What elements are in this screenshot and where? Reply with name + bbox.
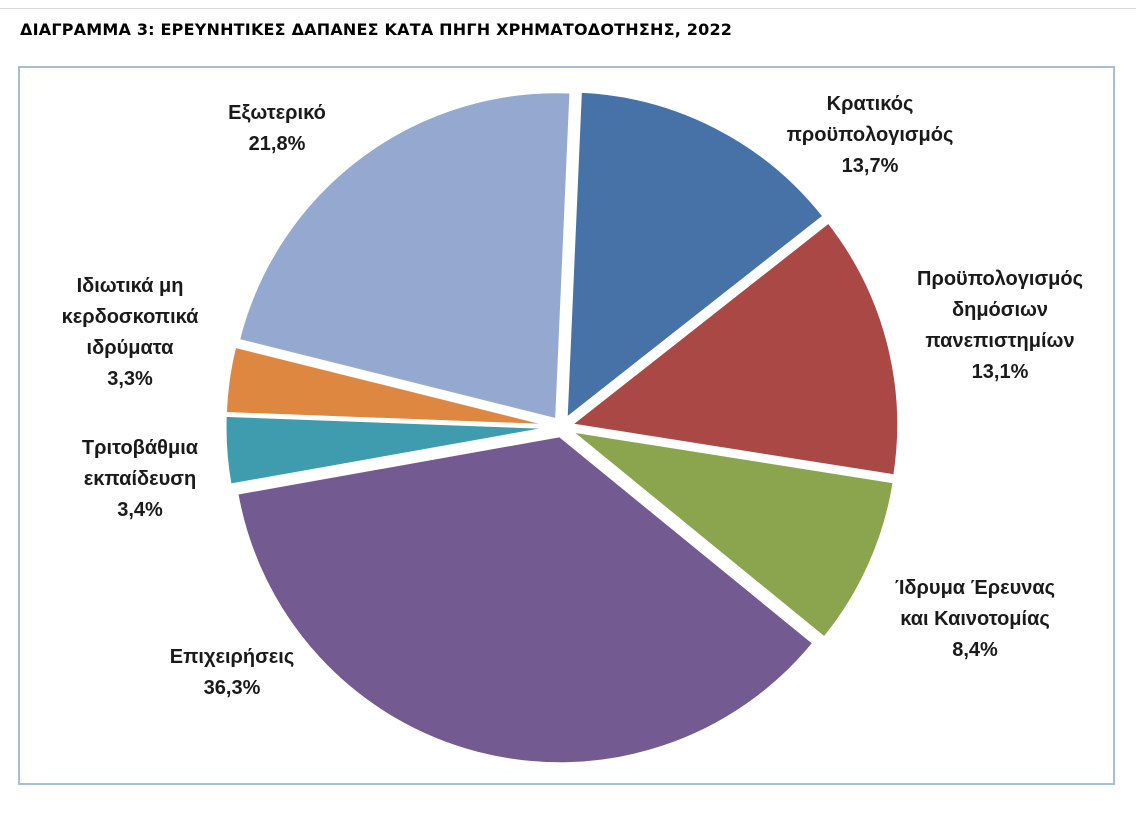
- pie-slice: [567, 219, 901, 478]
- pie-slices: [223, 89, 901, 766]
- slice-category-label: εκπαίδευση: [84, 468, 196, 490]
- slice-value-label: 3,4%: [117, 499, 163, 521]
- slice-value-label: 3,3%: [107, 368, 153, 390]
- pie-slice: [236, 90, 573, 422]
- slice-category-label: προϋπολογισμός: [787, 124, 954, 146]
- slice-category-label: κερδοσκοπικά: [62, 306, 200, 328]
- pie-slice: [564, 89, 827, 423]
- slice-value-label: 13,7%: [842, 155, 899, 177]
- slice-value-label: 21,8%: [249, 133, 306, 155]
- pie-slice: [223, 413, 554, 487]
- pie-labels: Κρατικός προϋπολογισμός 13,7% Προϋπολογισμό…: [62, 93, 1083, 699]
- chart-title: ΔΙΑΓΡΑΜΜΑ 3: ΕΡΕΥΝΗΤΙΚΕΣ ΔΑΠΑΝΕΣ ΚΑΤΑ ΠΗ…: [20, 20, 733, 39]
- slice-category-label: Εξωτερικό: [228, 102, 326, 124]
- slice-category-label: ιδρύματα: [87, 337, 175, 359]
- pie-slice: [564, 428, 896, 641]
- top-divider: [0, 8, 1136, 9]
- slice-value-label: 8,4%: [952, 639, 998, 661]
- slice-value-label: 36,3%: [204, 677, 261, 699]
- slice-category-label: πανεπιστημίων: [925, 330, 1074, 352]
- slice-category-label: Ίδρυμα Έρευνας: [895, 577, 1055, 599]
- slice-value-label: 13,1%: [972, 361, 1029, 383]
- slice-category-label: δημόσιων: [952, 299, 1048, 321]
- slice-category-label: Επιχειρήσεις: [170, 646, 295, 668]
- pie-slice: [235, 434, 816, 766]
- slice-category-label: και Καινοτομίας: [900, 608, 1050, 630]
- pie-slice: [223, 344, 554, 428]
- slice-category-label: Τριτοβάθμια: [82, 437, 199, 459]
- slice-category-label: Ιδιωτικά μη: [77, 275, 184, 297]
- slice-category-label: Προϋπολογισμός: [917, 268, 1083, 290]
- slice-category-label: Κρατικός: [827, 93, 914, 115]
